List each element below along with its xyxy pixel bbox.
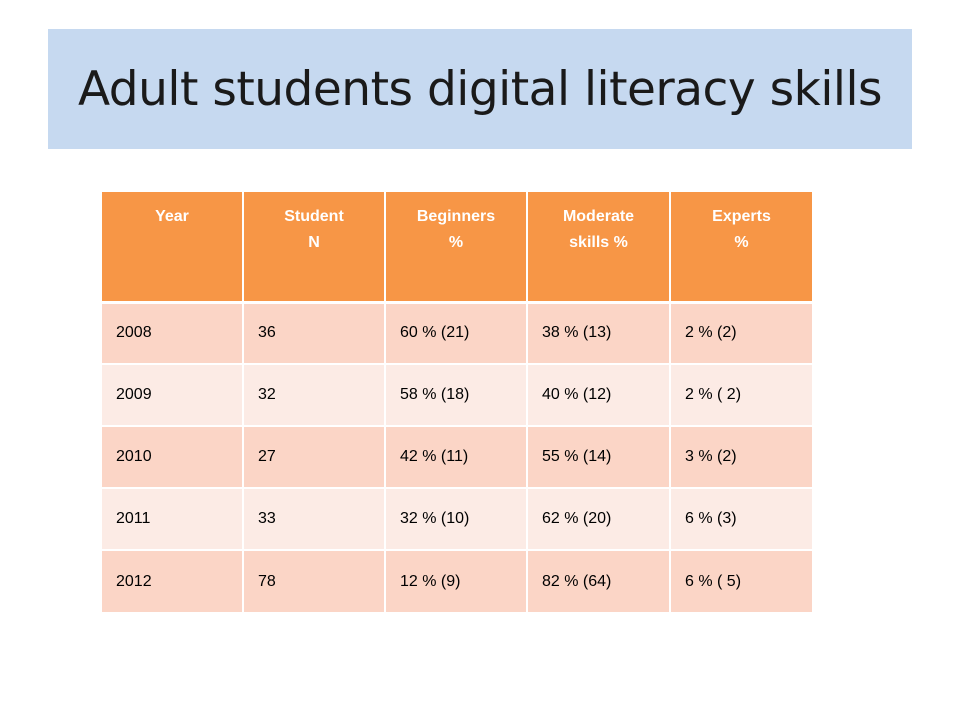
title-banner: Adult students digital literacy skills xyxy=(48,29,912,149)
table-row: 2011 33 32 % (10) 62 % (20) 6 % (3) xyxy=(100,487,814,550)
table-row: 2012 78 12 % (9) 82 % (64) 6 % ( 5) xyxy=(100,549,814,612)
header-moderate-line1: Moderate xyxy=(562,208,635,225)
cell-student-n: 78 xyxy=(242,549,386,612)
header-experts: Experts % xyxy=(669,192,814,304)
cell-beginners: 58 % (18) xyxy=(384,363,528,426)
header-beginners: Beginners % xyxy=(384,192,528,304)
cell-beginners: 60 % (21) xyxy=(384,301,528,364)
cell-beginners: 42 % (11) xyxy=(384,425,528,488)
cell-year: 2011 xyxy=(100,487,244,550)
cell-moderate: 55 % (14) xyxy=(526,425,671,488)
cell-experts: 2 % (2) xyxy=(669,301,814,364)
cell-student-n: 33 xyxy=(242,487,386,550)
header-student-line2: N xyxy=(308,233,320,251)
cell-experts: 6 % (3) xyxy=(669,487,814,550)
header-moderate-line2: skills % xyxy=(569,233,628,251)
header-beginners-line2: % xyxy=(448,233,464,251)
header-year-line1: Year xyxy=(155,208,189,225)
cell-experts: 2 % ( 2) xyxy=(669,363,814,426)
cell-experts: 6 % ( 5) xyxy=(669,549,814,612)
header-experts-line1: Experts xyxy=(712,208,771,225)
cell-year: 2012 xyxy=(100,549,244,612)
cell-student-n: 36 xyxy=(242,301,386,364)
cell-moderate: 40 % (12) xyxy=(526,363,671,426)
cell-moderate: 62 % (20) xyxy=(526,487,671,550)
cell-student-n: 32 xyxy=(242,363,386,426)
header-beginners-line1: Beginners xyxy=(416,208,496,225)
header-experts-line2: % xyxy=(734,233,749,251)
header-moderate: Moderate skills % xyxy=(526,192,671,304)
table-row: 2009 32 58 % (18) 40 % (12) 2 % ( 2) xyxy=(100,363,814,426)
cell-moderate: 38 % (13) xyxy=(526,301,671,364)
cell-moderate: 82 % (64) xyxy=(526,549,671,612)
header-student-n: Student N xyxy=(242,192,386,304)
cell-experts: 3 % (2) xyxy=(669,425,814,488)
cell-year: 2009 xyxy=(100,363,244,426)
cell-beginners: 12 % (9) xyxy=(384,549,528,612)
table-row: 2008 36 60 % (21) 38 % (13) 2 % (2) xyxy=(100,301,814,364)
slide-title: Adult students digital literacy skills xyxy=(77,61,883,117)
table-header-row: Year Student N Beginners % Moderate skil… xyxy=(100,192,814,304)
table-row: 2010 27 42 % (11) 55 % (14) 3 % (2) xyxy=(100,425,814,488)
cell-year: 2008 xyxy=(100,301,244,364)
cell-year: 2010 xyxy=(100,425,244,488)
header-student-line1: Student xyxy=(284,208,344,225)
skills-table: Year Student N Beginners % Moderate skil… xyxy=(100,192,814,612)
header-year: Year xyxy=(100,192,244,304)
cell-student-n: 27 xyxy=(242,425,386,488)
cell-beginners: 32 % (10) xyxy=(384,487,528,550)
